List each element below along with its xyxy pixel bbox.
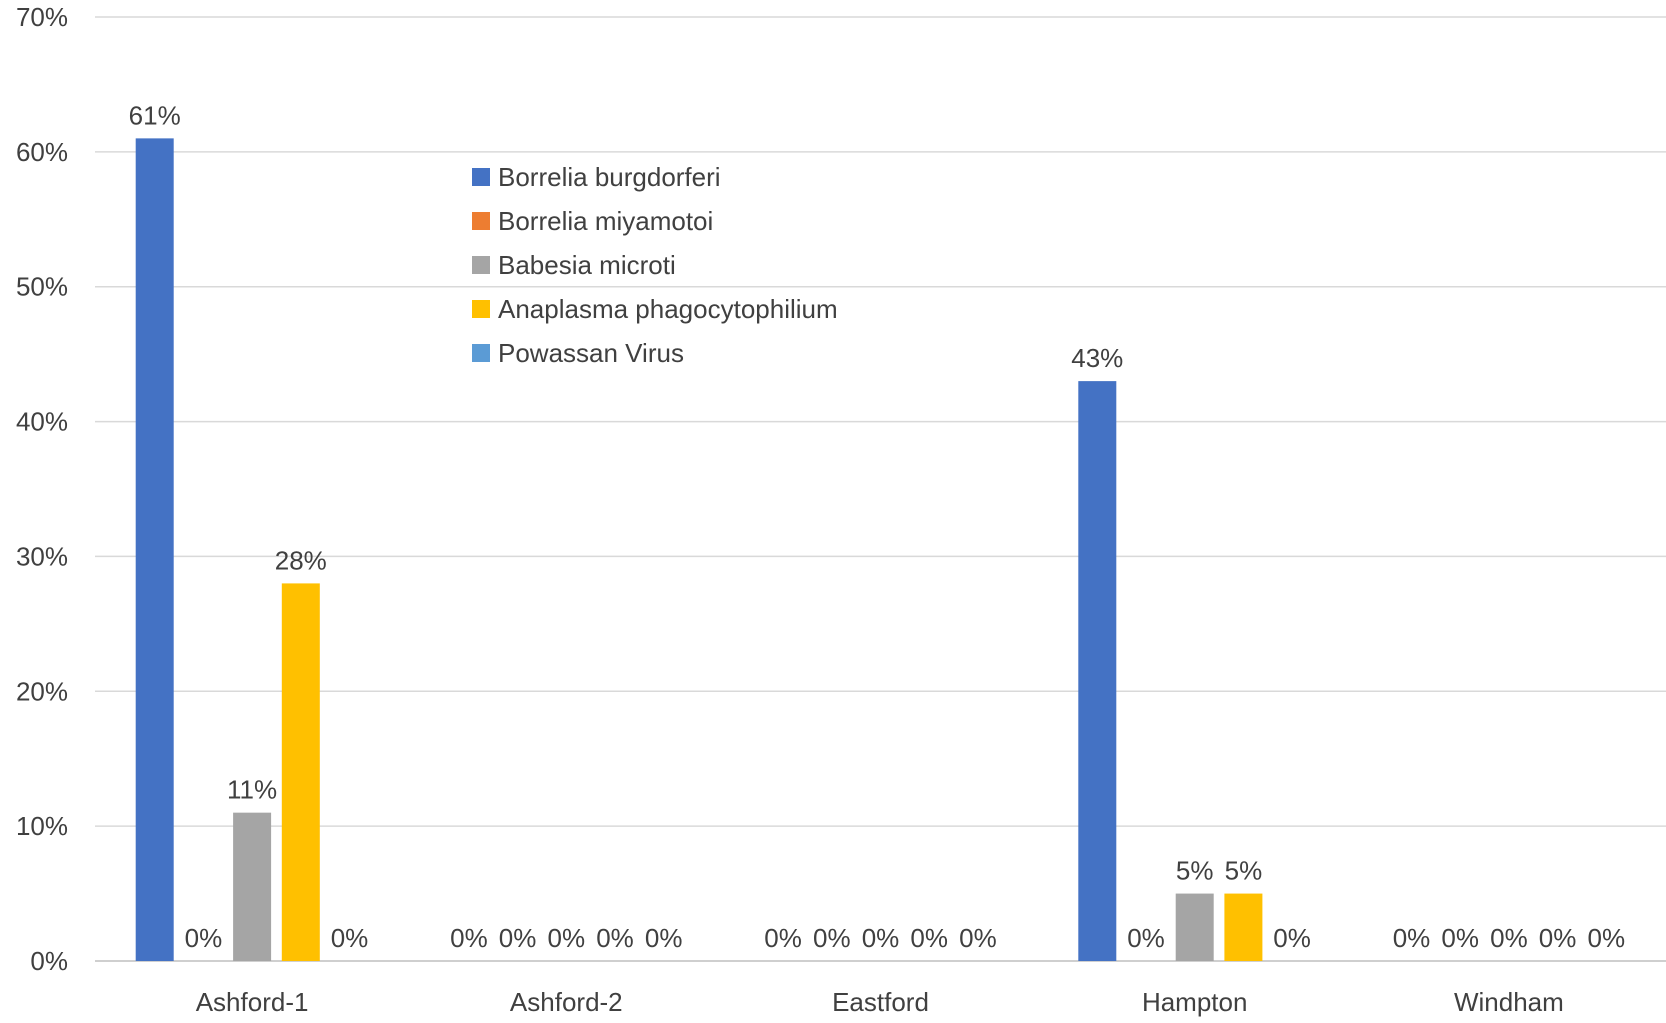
legend-entry: Anaplasma phagocytophilium (498, 294, 838, 324)
data-label: 0% (1588, 923, 1626, 953)
data-label: 0% (959, 923, 997, 953)
bar (1224, 893, 1263, 961)
data-label: 0% (645, 923, 683, 953)
x-category-label: Ashford-1 (196, 987, 309, 1017)
legend-entry: Babesia microti (498, 250, 676, 280)
legend-entry: Powassan Virus (498, 338, 684, 368)
gridlines (95, 16, 1666, 962)
data-label: 0% (1393, 923, 1431, 953)
y-tick-label: 20% (16, 676, 68, 706)
data-label: 0% (862, 923, 900, 953)
y-tick-label: 40% (16, 407, 68, 437)
data-label: 0% (499, 923, 537, 953)
data-label: 0% (1539, 923, 1577, 953)
y-tick-label: 10% (16, 811, 68, 841)
data-label: 0% (596, 923, 634, 953)
data-labels: 61% 0% 11% 28% 0% 0% 0% 0% 0% 0% 0% 0% 0% 0% 0% 43% 0% 5%… (129, 100, 1625, 953)
legend-swatch (472, 344, 490, 362)
data-label: 5% (1225, 856, 1263, 886)
data-label: 0% (1490, 923, 1528, 953)
data-label: 0% (548, 923, 586, 953)
bar (233, 812, 272, 961)
legend-swatch (472, 212, 490, 230)
x-category-label: Ashford-2 (510, 987, 623, 1017)
bar (135, 138, 174, 961)
y-tick-label: 60% (16, 137, 68, 167)
data-label: 0% (1441, 923, 1479, 953)
data-label: 0% (450, 923, 488, 953)
legend-entry: Borrelia burgdorferi (498, 162, 721, 192)
legend-swatch (472, 168, 490, 186)
data-label: 0% (813, 923, 851, 953)
y-axis-ticks: 0% 10% 20% 30% 40% 50% 60% 70% (16, 2, 68, 976)
x-category-label: Hampton (1142, 987, 1248, 1017)
bar (281, 583, 320, 961)
legend-swatch (472, 256, 490, 274)
x-axis-categories: Ashford-1 Ashford-2 Eastford Hampton Windham (196, 987, 1564, 1017)
x-category-label: Windham (1454, 987, 1564, 1017)
legend-entry: Borrelia miyamotoi (498, 206, 713, 236)
bar (1175, 893, 1214, 961)
legend: Borrelia burgdorferi Borrelia miyamotoi Ba… (472, 162, 838, 368)
data-label: 0% (1127, 923, 1165, 953)
legend-swatch (472, 300, 490, 318)
y-tick-label: 30% (16, 541, 68, 571)
bars (135, 138, 1263, 962)
data-label: 0% (910, 923, 948, 953)
data-label: 28% (275, 545, 327, 575)
y-tick-label: 0% (30, 946, 68, 976)
y-tick-label: 70% (16, 2, 68, 32)
data-label: 11% (227, 775, 277, 805)
data-label: 0% (1273, 923, 1311, 953)
data-label: 0% (331, 923, 369, 953)
x-category-label: Eastford (832, 987, 929, 1017)
data-label: 61% (129, 100, 181, 130)
data-label: 0% (764, 923, 802, 953)
data-label: 5% (1176, 856, 1214, 886)
y-tick-label: 50% (16, 272, 68, 302)
data-label: 0% (185, 923, 223, 953)
data-label: 43% (1071, 343, 1123, 373)
bar (1078, 381, 1117, 962)
